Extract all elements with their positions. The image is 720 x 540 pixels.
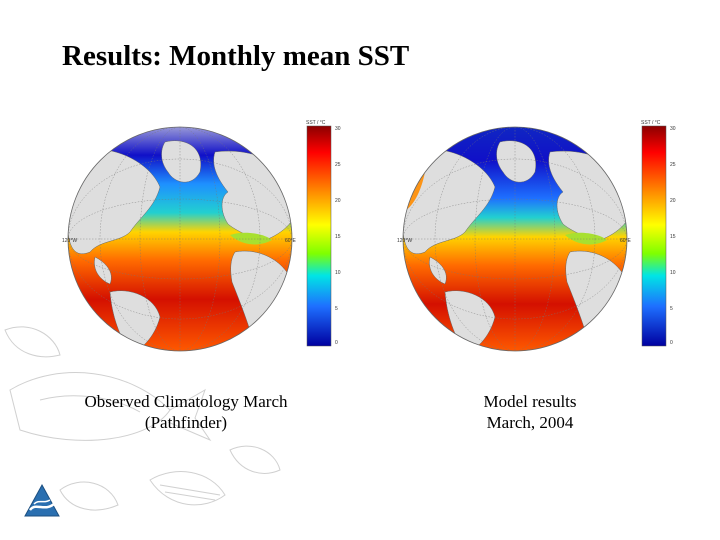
colorbar-tick: 20 — [670, 198, 676, 204]
model-caption: Model results March, 2004 — [430, 391, 630, 433]
background-sea-life-decoration — [4, 326, 281, 511]
colorbar-tick: 25 — [670, 162, 676, 168]
lon-label-west: 120°W — [397, 238, 412, 244]
model-colorbar: SST / °C 30 25 20 15 10 5 0 — [641, 120, 676, 347]
observed-sst-globe-map: 120°W 60°E SST / °C 30 25 20 15 10 5 0 — [62, 120, 341, 352]
lon-label-east: 60°E — [620, 238, 632, 244]
colorbar-tick: 15 — [670, 234, 676, 240]
observed-map-panel: 120°W 60°E SST / °C 30 25 20 15 10 5 0 — [60, 112, 360, 352]
lon-label-east: 60°E — [285, 238, 297, 244]
colorbar-tick: 0 — [335, 340, 338, 346]
colorbar-title: SST / °C — [641, 120, 661, 126]
lon-label-west: 120°W — [62, 238, 77, 244]
colorbar-tick: 0 — [670, 340, 673, 346]
colorbar-tick: 25 — [335, 162, 341, 168]
colorbar-tick: 10 — [335, 270, 341, 276]
colorbar-tick: 10 — [670, 270, 676, 276]
observed-caption: Observed Climatology March (Pathfinder) — [56, 391, 316, 433]
land-greenland — [161, 140, 202, 183]
colorbar-tick: 30 — [335, 126, 341, 132]
colorbar-tick: 15 — [335, 234, 341, 240]
land-caribbean — [429, 256, 447, 285]
land-caribbean — [94, 256, 112, 285]
observed-colorbar: SST / °C 30 25 20 15 10 5 0 — [306, 120, 341, 347]
observed-caption-line2: (Pathfinder) — [144, 413, 228, 432]
slide-title: Results: Monthly mean SST — [62, 40, 410, 72]
institute-logo — [24, 483, 60, 517]
model-caption-line2: March, 2004 — [486, 413, 574, 432]
observed-caption-line1: Observed Climatology March — [84, 392, 288, 411]
colorbar-tick: 5 — [335, 306, 338, 312]
model-caption-line1: Model results — [483, 392, 577, 411]
colorbar-tick: 5 — [670, 306, 673, 312]
land-greenland — [496, 140, 537, 183]
model-sst-globe-map: 120°W 60°E SST / °C 30 25 20 15 10 5 0 — [397, 120, 676, 352]
colorbar-title: SST / °C — [306, 120, 326, 126]
colorbar-tick: 20 — [335, 198, 341, 204]
model-map-panel: 120°W 60°E SST / °C 30 25 20 15 10 5 0 — [395, 112, 695, 352]
colorbar-tick: 30 — [670, 126, 676, 132]
